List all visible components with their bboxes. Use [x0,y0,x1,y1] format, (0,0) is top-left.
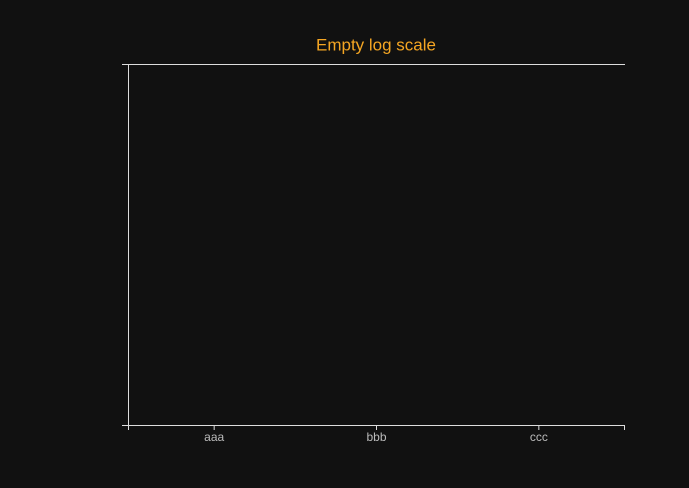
x-tick-label: bbb [366,430,386,444]
x-tick-label: ccc [530,430,548,444]
x-tick-label: aaa [204,430,224,444]
chart-title: Empty log scale [316,35,436,54]
